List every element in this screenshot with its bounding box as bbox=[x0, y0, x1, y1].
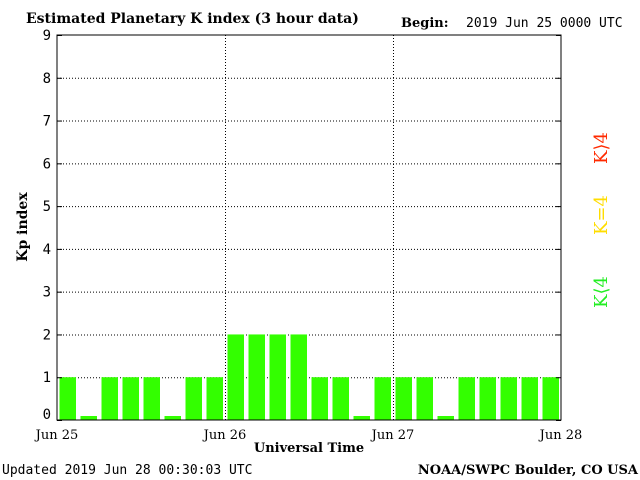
kp-bar bbox=[101, 377, 118, 420]
plot-frame bbox=[56, 34, 562, 421]
y-tick-label: 0 bbox=[43, 407, 51, 423]
y-tick-label: 4 bbox=[43, 242, 51, 258]
y-tick-label: 1 bbox=[43, 370, 51, 386]
x-tick-label: Jun 26 bbox=[202, 428, 247, 443]
kp-bar bbox=[353, 416, 370, 420]
kp-bar bbox=[332, 377, 349, 420]
kp-bar bbox=[80, 416, 97, 420]
kp-bars bbox=[59, 334, 559, 420]
kp-bar bbox=[206, 377, 223, 420]
y-axis-label: Kp index bbox=[15, 192, 31, 262]
y-tick-label: 7 bbox=[43, 114, 51, 130]
y-tick-label: 8 bbox=[43, 71, 51, 87]
kp-bar bbox=[479, 377, 496, 420]
legend-k-greater-4: K⟩4 bbox=[591, 132, 612, 164]
begin-value: 2019 Jun 25 0000 UTC bbox=[466, 16, 623, 31]
data-source: NOAA/SWPC Boulder, CO USA bbox=[418, 463, 639, 478]
kp-bar bbox=[437, 416, 454, 420]
kp-bar bbox=[248, 334, 265, 420]
chart-title: Estimated Planetary K index (3 hour data… bbox=[26, 11, 359, 27]
begin-label: Begin: bbox=[401, 16, 449, 31]
legend-k-less-4: K⟨4 bbox=[591, 276, 612, 308]
x-tick-label: Jun 25 bbox=[34, 428, 79, 443]
y-tick-label: 3 bbox=[43, 285, 51, 301]
kp-bar bbox=[269, 334, 286, 420]
kp-bar bbox=[185, 377, 202, 420]
kp-bar bbox=[311, 377, 328, 420]
kp-bar bbox=[542, 377, 559, 420]
x-axis-ticks: Jun 25 Jun 26 Jun 27 Jun 28 bbox=[34, 428, 583, 443]
kp-bar bbox=[395, 377, 412, 420]
y-axis-ticks: 0 1 2 3 4 5 6 7 8 9 bbox=[43, 28, 561, 423]
kp-bar bbox=[500, 377, 517, 420]
x-tick-label: Jun 28 bbox=[538, 428, 583, 443]
kp-bar bbox=[227, 334, 244, 420]
x-tick-label: Jun 27 bbox=[370, 428, 415, 443]
legend-k-equal-4: K=4 bbox=[591, 195, 612, 235]
x-axis-label: Universal Time bbox=[254, 441, 364, 456]
updated-timestamp: Updated 2019 Jun 28 00:30:03 UTC bbox=[2, 463, 252, 478]
y-tick-label: 2 bbox=[43, 327, 51, 343]
kp-bar bbox=[290, 334, 307, 420]
kp-bar bbox=[416, 377, 433, 420]
grid-lines bbox=[57, 35, 561, 420]
kp-bar bbox=[143, 377, 160, 420]
kp-bar bbox=[164, 416, 181, 420]
kp-bar bbox=[458, 377, 475, 420]
kp-bar bbox=[374, 377, 391, 420]
y-tick-label: 9 bbox=[43, 28, 51, 44]
kp-bar bbox=[521, 377, 538, 420]
y-tick-label: 6 bbox=[43, 156, 51, 172]
kp-bar bbox=[122, 377, 139, 420]
kp-bar bbox=[59, 377, 76, 420]
y-tick-label: 5 bbox=[43, 199, 51, 215]
